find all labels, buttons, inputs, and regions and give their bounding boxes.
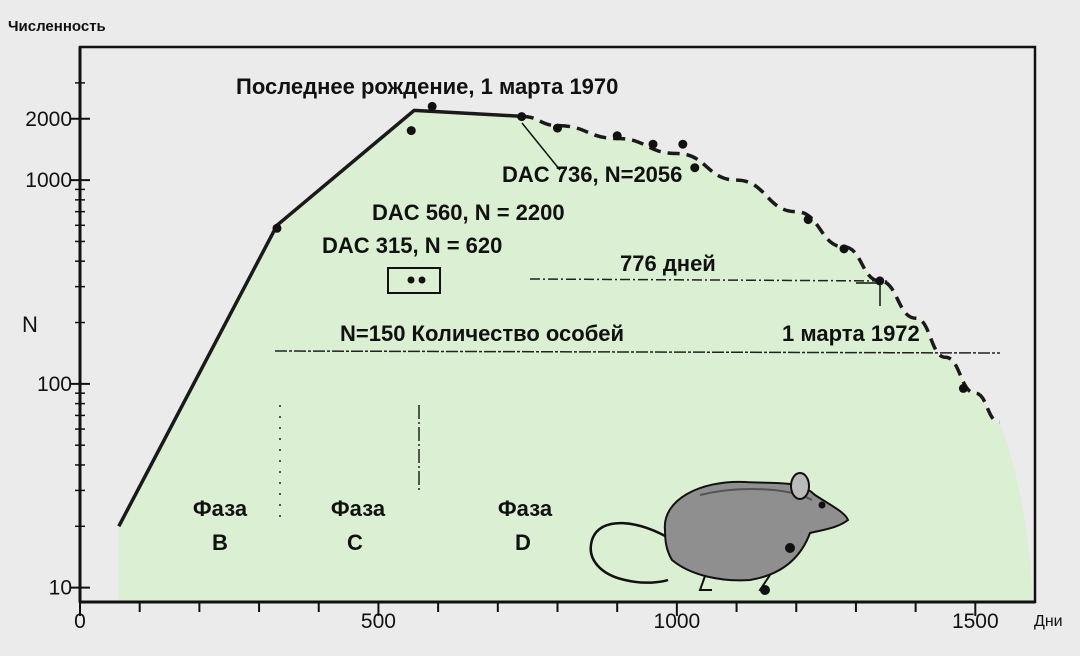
annotation-dac736: DAC 736, N=2056 bbox=[502, 162, 682, 187]
x-tick-label: 500 bbox=[361, 610, 396, 633]
box-point bbox=[407, 276, 415, 284]
annotation-march1972: 1 марта 1972 bbox=[782, 321, 920, 346]
data-point bbox=[612, 131, 622, 141]
data-point bbox=[648, 139, 658, 149]
y-tick-label: 1000 bbox=[25, 169, 72, 192]
data-point bbox=[427, 101, 437, 111]
phase-d-word: Фаза bbox=[498, 496, 553, 521]
y-tick-label: 10 bbox=[49, 577, 72, 600]
phase-b-word: Фаза bbox=[193, 496, 248, 521]
box-point bbox=[418, 276, 426, 284]
x-tick-label: 1500 bbox=[952, 610, 999, 633]
phase-b-letter: B bbox=[212, 530, 228, 555]
n150-line bbox=[274, 350, 1001, 354]
y-axis-title: Численность bbox=[8, 18, 106, 35]
y-tick-label: 100 bbox=[37, 373, 72, 396]
x-tick-label: 0 bbox=[74, 610, 86, 633]
phase-c-word: Фаза bbox=[331, 496, 386, 521]
y-tick-label: 2000 bbox=[25, 108, 72, 131]
axis-ticks: 0 500 1000 1500 10 100 1000 2000 bbox=[25, 82, 999, 633]
phase-c-letter: C bbox=[347, 530, 363, 555]
data-points bbox=[272, 101, 968, 393]
x-tick-label: 1000 bbox=[654, 610, 701, 633]
data-point bbox=[553, 123, 562, 133]
data-point bbox=[958, 383, 968, 393]
data-point bbox=[517, 112, 527, 122]
data-point bbox=[406, 126, 416, 136]
mouse-illustration bbox=[589, 472, 850, 595]
annotation-n150: N=150 Количество особей bbox=[340, 321, 624, 346]
days776-line bbox=[529, 278, 891, 282]
annotation-dac315: DAC 315, N = 620 bbox=[322, 233, 502, 258]
annotation-dac560: DAC 560, N = 2200 bbox=[372, 200, 565, 225]
data-point bbox=[272, 223, 282, 233]
dac-highlight-box bbox=[387, 267, 441, 294]
annotation-776-days: 776 дней bbox=[620, 251, 716, 276]
x-axis-title: Дни bbox=[1034, 613, 1063, 630]
data-point bbox=[678, 139, 688, 149]
data-point bbox=[839, 244, 849, 254]
growth-line bbox=[117, 108, 522, 528]
phase-d-letter: D bbox=[515, 530, 531, 555]
dac736-pointer bbox=[521, 122, 561, 171]
annotation-last-birth: Последнее рождение, 1 марта 1970 bbox=[236, 74, 618, 99]
data-point bbox=[803, 215, 813, 225]
y-axis-side-label: N bbox=[22, 312, 38, 337]
data-point bbox=[690, 163, 700, 173]
